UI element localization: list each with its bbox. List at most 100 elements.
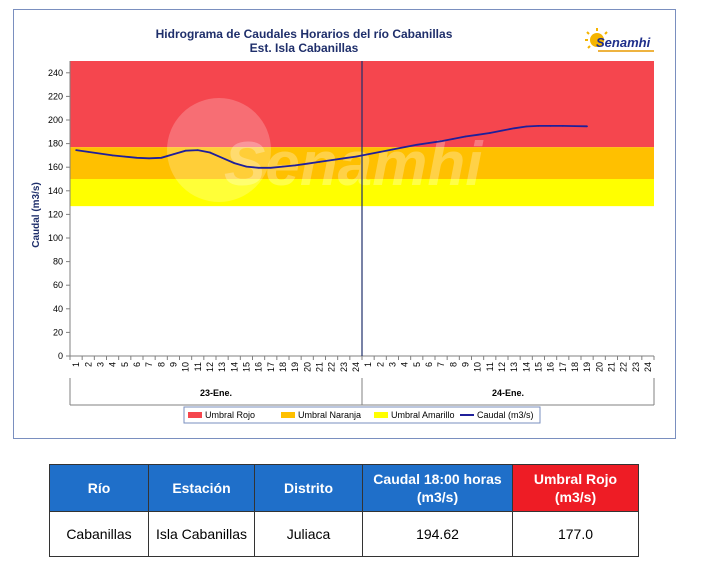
data-point <box>111 154 114 157</box>
y-tick-label: 20 <box>53 327 63 337</box>
legend-label: Umbral Amarillo <box>391 410 455 420</box>
data-point <box>586 125 588 128</box>
y-tick-label: 60 <box>53 280 63 290</box>
data-point <box>257 166 260 169</box>
header-umbral-rojo: Umbral Rojo (m3/s) <box>512 464 639 512</box>
cell-caudal: 194.62 <box>362 511 513 557</box>
y-tick-label: 140 <box>48 186 63 196</box>
cell-rio: Cabanillas <box>49 511 149 557</box>
legend-swatch <box>374 412 388 418</box>
data-point <box>537 125 540 127</box>
table-row: Cabanillas Isla Cabanillas Juliaca 194.6… <box>49 511 639 557</box>
cell-distrito: Juliaca <box>254 511 363 557</box>
y-tick-label: 240 <box>48 68 63 78</box>
x-tick-label: 23 <box>631 362 641 372</box>
data-point <box>294 164 296 167</box>
data-point <box>452 138 455 140</box>
chart-subtitle: Est. Isla Cabanillas <box>250 41 359 55</box>
y-tick-label: 200 <box>48 115 63 125</box>
x-tick-label: 4 <box>400 362 410 367</box>
x-tick-label: 23 <box>339 362 349 372</box>
legend-swatch <box>188 412 202 418</box>
data-point <box>379 151 382 153</box>
station-table: Río Estación Distrito Caudal 18:00 horas… <box>49 464 639 557</box>
x-tick-label: 7 <box>436 362 446 367</box>
y-axis-label: Caudal (m3/s) <box>31 182 42 248</box>
day-group-label: 24-Ene. <box>492 388 524 398</box>
y-tick-label: 120 <box>48 209 63 219</box>
x-tick-label: 7 <box>144 362 154 367</box>
header-caudal: Caudal 18:00 horas (m3/s) <box>362 464 513 512</box>
data-point <box>172 153 175 156</box>
x-tick-label: 24 <box>643 362 653 372</box>
logo-text: Senamhi <box>596 35 651 50</box>
data-point <box>525 125 528 128</box>
x-tick-label: 6 <box>132 362 142 367</box>
data-point <box>488 132 491 134</box>
y-tick-label: 40 <box>53 304 63 314</box>
data-point <box>269 166 272 169</box>
x-tick-label: 20 <box>302 362 312 372</box>
data-point <box>221 156 223 159</box>
data-point <box>367 153 369 156</box>
y-tick-label: 160 <box>48 162 63 172</box>
x-tick-label: 4 <box>108 362 118 367</box>
y-tick-label: 80 <box>53 257 63 267</box>
legend-label: Umbral Rojo <box>205 410 255 420</box>
x-tick-label: 14 <box>521 362 531 372</box>
x-tick-label: 8 <box>448 362 458 367</box>
data-point <box>476 133 479 136</box>
y-tick-label: 220 <box>48 91 63 101</box>
x-tick-label: 10 <box>473 362 483 372</box>
x-tick-label: 12 <box>497 362 507 372</box>
x-tick-label: 10 <box>181 362 191 372</box>
x-tick-label: 8 <box>156 362 166 367</box>
y-tick-label: 0 <box>58 351 63 361</box>
data-point <box>464 135 467 138</box>
x-tick-label: 18 <box>278 362 288 372</box>
x-tick-label: 13 <box>217 362 227 372</box>
day-group-label: 23-Ene. <box>200 388 232 398</box>
x-tick-label: 5 <box>412 362 422 367</box>
header-rio: Río <box>49 464 149 512</box>
y-tick-label: 100 <box>48 233 63 243</box>
data-point <box>87 151 90 153</box>
chart-panel: Senamhi 0 20 40 60 80 100 120 140 160 180 200 220 24… <box>13 9 676 439</box>
data-point <box>245 165 248 168</box>
legend-box <box>183 406 541 424</box>
x-tick-label: 21 <box>314 362 324 372</box>
legend-label: Caudal (m3/s) <box>477 410 534 420</box>
x-tick-label: 1 <box>363 362 373 367</box>
legend-label: Umbral Naranja <box>298 410 361 420</box>
x-tick-label: 19 <box>290 362 300 372</box>
x-tick-label: 21 <box>606 362 616 372</box>
y-tick-label: 180 <box>48 139 63 149</box>
x-tick-label: 17 <box>558 362 568 372</box>
x-tick-label: 3 <box>95 362 105 367</box>
data-point <box>391 148 394 151</box>
data-point <box>99 152 102 155</box>
x-tick-label: 19 <box>582 362 592 372</box>
x-tick-label: 11 <box>485 362 495 371</box>
data-point <box>561 125 564 127</box>
data-point <box>342 157 345 160</box>
data-point <box>209 151 211 154</box>
data-point <box>428 142 430 144</box>
data-point <box>403 146 406 148</box>
x-tick-label: 15 <box>241 362 251 372</box>
x-tick-label: 14 <box>229 362 239 372</box>
data-point <box>75 149 77 151</box>
chart-title: Hidrograma de Caudales Horarios del río … <box>156 27 453 41</box>
x-tick-label: 13 <box>509 362 519 372</box>
data-point <box>196 149 199 151</box>
data-point <box>501 129 503 132</box>
x-tick-label: 17 <box>266 362 276 372</box>
data-point <box>282 165 284 168</box>
legend: Umbral Rojo Umbral Naranja Umbral Amarillo… <box>183 406 541 424</box>
x-tick-label: 6 <box>424 362 434 367</box>
x-tick-label: 12 <box>205 362 215 372</box>
data-point <box>233 162 236 164</box>
x-tick-label: 22 <box>619 362 629 372</box>
data-point <box>148 157 150 160</box>
